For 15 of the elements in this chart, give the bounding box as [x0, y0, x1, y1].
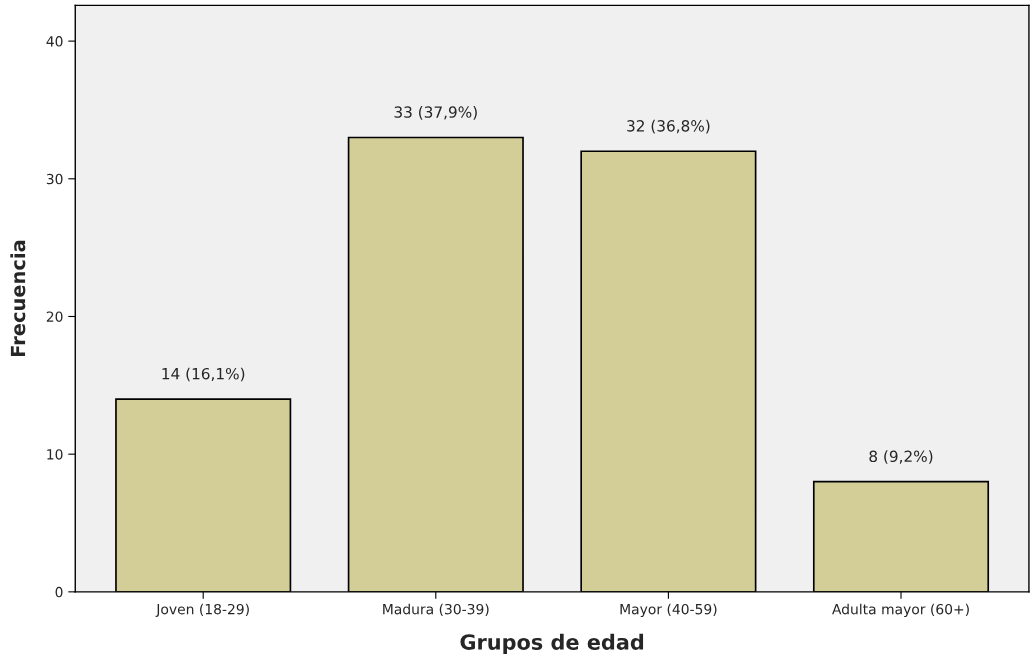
- y-tick-label: 0: [55, 586, 63, 598]
- data-label: 33 (37,9%): [394, 106, 477, 120]
- x-tick-label: Mayor (40-59): [620, 603, 717, 618]
- y-tick-label: 30: [46, 173, 63, 185]
- data-label: 32 (36,8%): [627, 119, 710, 134]
- y-tick-label: 20: [46, 311, 63, 322]
- x-axis-title: Grupos de edad: [460, 633, 644, 654]
- y-tick-label: 10: [47, 449, 63, 460]
- y-tick-label: 40: [46, 36, 63, 47]
- x-tick-label: Adulta mayor (60+): [832, 603, 969, 618]
- x-tick-label: Madura (30-39): [383, 603, 489, 617]
- data-label: 14 (16,1%): [162, 367, 245, 382]
- data-label: 8 (9,2%): [869, 450, 933, 464]
- y-axis-title: Frecuencia: [10, 240, 26, 357]
- x-tick-label: Joven (18-29): [155, 603, 249, 617]
